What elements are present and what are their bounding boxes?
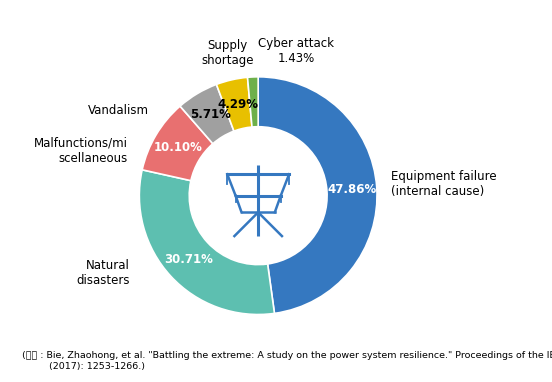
Text: Supply
shortage: Supply shortage bbox=[201, 39, 253, 67]
Text: 4.29%: 4.29% bbox=[217, 97, 258, 110]
Wedge shape bbox=[258, 77, 377, 313]
Wedge shape bbox=[216, 77, 252, 131]
Text: 47.86%: 47.86% bbox=[327, 183, 376, 196]
Text: 5.71%: 5.71% bbox=[190, 108, 231, 121]
Text: 10.10%: 10.10% bbox=[153, 141, 202, 154]
Text: Equipment failure
(internal cause): Equipment failure (internal cause) bbox=[391, 170, 497, 198]
Wedge shape bbox=[142, 106, 213, 181]
Text: (출처 : Bie, Zhaohong, et al. "Battling the extreme: A study on the power system r: (출처 : Bie, Zhaohong, et al. "Battling th… bbox=[22, 351, 552, 371]
Text: 30.71%: 30.71% bbox=[164, 253, 213, 265]
Wedge shape bbox=[180, 84, 234, 144]
Text: Natural
disasters: Natural disasters bbox=[76, 259, 130, 287]
Wedge shape bbox=[139, 170, 274, 314]
Text: Vandalism: Vandalism bbox=[88, 104, 149, 117]
Text: Malfunctions/mi
scellaneous: Malfunctions/mi scellaneous bbox=[34, 136, 128, 165]
Wedge shape bbox=[247, 77, 258, 127]
Text: Cyber attack
1.43%: Cyber attack 1.43% bbox=[258, 37, 334, 65]
